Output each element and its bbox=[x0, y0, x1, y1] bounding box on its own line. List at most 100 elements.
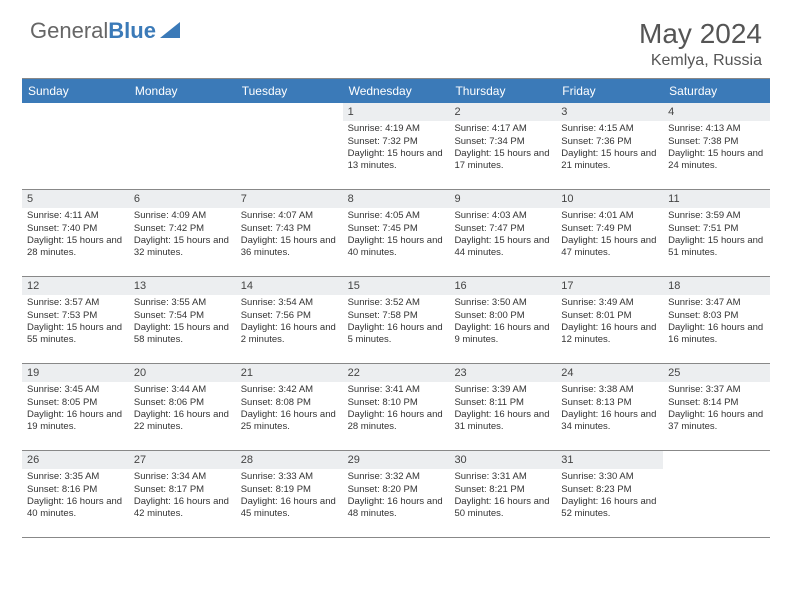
day-info: Sunrise: 3:47 AMSunset: 8:03 PMDaylight:… bbox=[668, 297, 765, 346]
week-row: 5 Sunrise: 4:11 AMSunset: 7:40 PMDaylight… bbox=[22, 190, 770, 277]
logo: General Blue bbox=[30, 18, 180, 44]
day-info: Sunrise: 3:42 AMSunset: 8:08 PMDaylight:… bbox=[241, 384, 338, 433]
day-number: 22 bbox=[343, 364, 450, 382]
day-header: Monday bbox=[129, 79, 236, 103]
day-cell: . bbox=[236, 103, 343, 189]
day-info: Sunrise: 3:44 AMSunset: 8:06 PMDaylight:… bbox=[134, 384, 231, 433]
day-cell: 11 Sunrise: 3:59 AMSunset: 7:51 PMDayligh… bbox=[663, 190, 770, 276]
day-cell: 23 Sunrise: 3:39 AMSunset: 8:11 PMDayligh… bbox=[449, 364, 556, 450]
day-number: 14 bbox=[236, 277, 343, 295]
day-cell: 8 Sunrise: 4:05 AMSunset: 7:45 PMDaylight… bbox=[343, 190, 450, 276]
day-cell: . bbox=[663, 451, 770, 537]
day-header-row: SundayMondayTuesdayWednesdayThursdayFrid… bbox=[22, 79, 770, 103]
day-number: 5 bbox=[22, 190, 129, 208]
day-cell: 3 Sunrise: 4:15 AMSunset: 7:36 PMDaylight… bbox=[556, 103, 663, 189]
day-info: Sunrise: 3:38 AMSunset: 8:13 PMDaylight:… bbox=[561, 384, 658, 433]
day-cell: 25Sunrise: 3:37 AMSunset: 8:14 PMDayligh… bbox=[663, 364, 770, 450]
day-header: Saturday bbox=[663, 79, 770, 103]
day-header: Friday bbox=[556, 79, 663, 103]
day-cell: . bbox=[22, 103, 129, 189]
day-header: Wednesday bbox=[343, 79, 450, 103]
day-info: Sunrise: 3:32 AMSunset: 8:20 PMDaylight:… bbox=[348, 471, 445, 520]
day-info: Sunrise: 3:54 AMSunset: 7:56 PMDaylight:… bbox=[241, 297, 338, 346]
day-cell: 31 Sunrise: 3:30 AMSunset: 8:23 PMDayligh… bbox=[556, 451, 663, 537]
day-number: 10 bbox=[556, 190, 663, 208]
week-row: 12Sunrise: 3:57 AMSunset: 7:53 PMDayligh… bbox=[22, 277, 770, 364]
day-number: 30 bbox=[449, 451, 556, 469]
day-header: Thursday bbox=[449, 79, 556, 103]
day-number: 19 bbox=[22, 364, 129, 382]
day-number: 31 bbox=[556, 451, 663, 469]
day-info: Sunrise: 3:33 AMSunset: 8:19 PMDaylight:… bbox=[241, 471, 338, 520]
day-number: 11 bbox=[663, 190, 770, 208]
day-cell: 15 Sunrise: 3:52 AMSunset: 7:58 PMDayligh… bbox=[343, 277, 450, 363]
day-number: 28 bbox=[236, 451, 343, 469]
day-info: Sunrise: 3:35 AMSunset: 8:16 PMDaylight:… bbox=[27, 471, 124, 520]
day-info: Sunrise: 3:41 AMSunset: 8:10 PMDaylight:… bbox=[348, 384, 445, 433]
day-info: Sunrise: 4:07 AMSunset: 7:43 PMDaylight:… bbox=[241, 210, 338, 259]
day-number: 17 bbox=[556, 277, 663, 295]
day-number: 6 bbox=[129, 190, 236, 208]
day-info: Sunrise: 4:13 AMSunset: 7:38 PMDaylight:… bbox=[668, 123, 765, 172]
day-number: 15 bbox=[343, 277, 450, 295]
day-info: Sunrise: 4:19 AMSunset: 7:32 PMDaylight:… bbox=[348, 123, 445, 172]
day-cell: 10 Sunrise: 4:01 AMSunset: 7:49 PMDayligh… bbox=[556, 190, 663, 276]
day-number: 16 bbox=[449, 277, 556, 295]
day-info: Sunrise: 3:50 AMSunset: 8:00 PMDaylight:… bbox=[454, 297, 551, 346]
day-cell: 2Sunrise: 4:17 AMSunset: 7:34 PMDaylight… bbox=[449, 103, 556, 189]
day-number: 26 bbox=[22, 451, 129, 469]
day-cell: 5 Sunrise: 4:11 AMSunset: 7:40 PMDaylight… bbox=[22, 190, 129, 276]
day-info: Sunrise: 3:30 AMSunset: 8:23 PMDaylight:… bbox=[561, 471, 658, 520]
month-title: May 2024 bbox=[639, 18, 762, 50]
day-number: 9 bbox=[449, 190, 556, 208]
day-cell: 18 Sunrise: 3:47 AMSunset: 8:03 PMDayligh… bbox=[663, 277, 770, 363]
week-row: 26 Sunrise: 3:35 AMSunset: 8:16 PMDayligh… bbox=[22, 451, 770, 538]
day-number: 3 bbox=[556, 103, 663, 121]
day-cell: 27 Sunrise: 3:34 AMSunset: 8:17 PMDayligh… bbox=[129, 451, 236, 537]
day-cell: 21 Sunrise: 3:42 AMSunset: 8:08 PMDayligh… bbox=[236, 364, 343, 450]
day-cell: 14 Sunrise: 3:54 AMSunset: 7:56 PMDayligh… bbox=[236, 277, 343, 363]
title-block: May 2024 Kemlya, Russia bbox=[639, 18, 762, 70]
day-number: 18 bbox=[663, 277, 770, 295]
day-cell: 30 Sunrise: 3:31 AMSunset: 8:21 PMDayligh… bbox=[449, 451, 556, 537]
day-number: 2 bbox=[449, 103, 556, 121]
day-cell: . bbox=[129, 103, 236, 189]
day-info: Sunrise: 3:59 AMSunset: 7:51 PMDaylight:… bbox=[668, 210, 765, 259]
day-info: Sunrise: 3:45 AMSunset: 8:05 PMDaylight:… bbox=[27, 384, 124, 433]
day-info: Sunrise: 4:15 AMSunset: 7:36 PMDaylight:… bbox=[561, 123, 658, 172]
day-cell: 1 Sunrise: 4:19 AMSunset: 7:32 PMDaylight… bbox=[343, 103, 450, 189]
day-number: 25 bbox=[663, 364, 770, 382]
day-number: 8 bbox=[343, 190, 450, 208]
day-number: 23 bbox=[449, 364, 556, 382]
calendar: SundayMondayTuesdayWednesdayThursdayFrid… bbox=[22, 78, 770, 538]
day-info: Sunrise: 4:09 AMSunset: 7:42 PMDaylight:… bbox=[134, 210, 231, 259]
day-cell: 20 Sunrise: 3:44 AMSunset: 8:06 PMDayligh… bbox=[129, 364, 236, 450]
logo-triangle-icon bbox=[160, 18, 180, 44]
day-cell: 22 Sunrise: 3:41 AMSunset: 8:10 PMDayligh… bbox=[343, 364, 450, 450]
day-header: Tuesday bbox=[236, 79, 343, 103]
day-info: Sunrise: 3:57 AMSunset: 7:53 PMDaylight:… bbox=[27, 297, 124, 346]
day-cell: 17Sunrise: 3:49 AMSunset: 8:01 PMDayligh… bbox=[556, 277, 663, 363]
day-number: 7 bbox=[236, 190, 343, 208]
day-info: Sunrise: 3:31 AMSunset: 8:21 PMDaylight:… bbox=[454, 471, 551, 520]
day-cell: 7 Sunrise: 4:07 AMSunset: 7:43 PMDaylight… bbox=[236, 190, 343, 276]
day-cell: 9Sunrise: 4:03 AMSunset: 7:47 PMDaylight… bbox=[449, 190, 556, 276]
day-info: Sunrise: 4:05 AMSunset: 7:45 PMDaylight:… bbox=[348, 210, 445, 259]
day-info: Sunrise: 3:55 AMSunset: 7:54 PMDaylight:… bbox=[134, 297, 231, 346]
day-number: 1 bbox=[343, 103, 450, 121]
day-info: Sunrise: 3:52 AMSunset: 7:58 PMDaylight:… bbox=[348, 297, 445, 346]
day-info: Sunrise: 4:01 AMSunset: 7:49 PMDaylight:… bbox=[561, 210, 658, 259]
day-cell: 4Sunrise: 4:13 AMSunset: 7:38 PMDaylight… bbox=[663, 103, 770, 189]
day-info: Sunrise: 3:39 AMSunset: 8:11 PMDaylight:… bbox=[454, 384, 551, 433]
day-header: Sunday bbox=[22, 79, 129, 103]
day-cell: 29Sunrise: 3:32 AMSunset: 8:20 PMDayligh… bbox=[343, 451, 450, 537]
day-info: Sunrise: 4:11 AMSunset: 7:40 PMDaylight:… bbox=[27, 210, 124, 259]
day-cell: 16 Sunrise: 3:50 AMSunset: 8:00 PMDayligh… bbox=[449, 277, 556, 363]
logo-text-blue: Blue bbox=[108, 18, 156, 44]
day-info: Sunrise: 3:34 AMSunset: 8:17 PMDaylight:… bbox=[134, 471, 231, 520]
day-cell: 19 Sunrise: 3:45 AMSunset: 8:05 PMDayligh… bbox=[22, 364, 129, 450]
day-number: 21 bbox=[236, 364, 343, 382]
day-number: 27 bbox=[129, 451, 236, 469]
day-number: 20 bbox=[129, 364, 236, 382]
location: Kemlya, Russia bbox=[639, 52, 762, 70]
